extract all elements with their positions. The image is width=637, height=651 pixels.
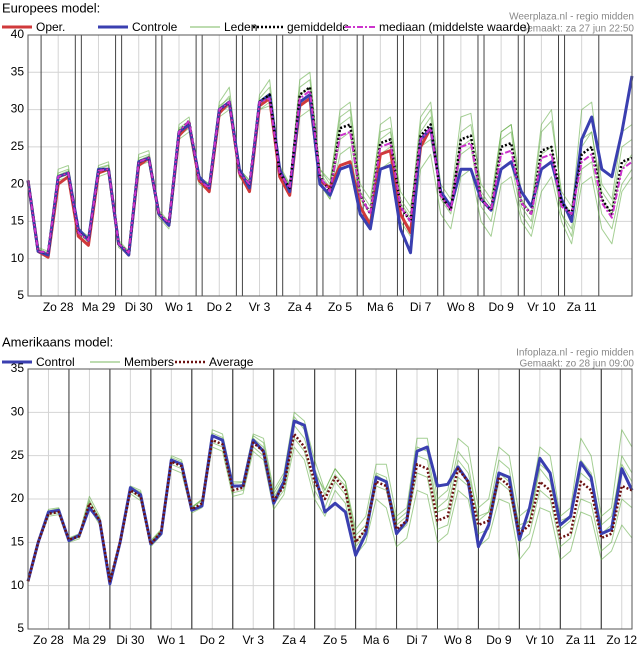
x-tick-label: Za 11	[567, 300, 597, 314]
x-tick-label: Ma 29	[82, 300, 116, 314]
legend-label: Members	[124, 355, 174, 369]
y-tick-label: 30	[11, 405, 25, 419]
y-tick-label: 35	[11, 64, 25, 78]
x-tick-label: Za 4	[282, 633, 306, 647]
x-tick-label: Wo 1	[165, 300, 193, 314]
y-tick-label: 20	[11, 176, 25, 190]
made-note: Gemaakt: zo 28 jun 09:00	[519, 359, 634, 370]
chart-title: Europees model:	[2, 0, 100, 15]
legend-label: Oper.	[36, 20, 65, 34]
plot-border	[27, 368, 633, 630]
x-tick-label: Do 9	[488, 300, 514, 314]
legend-label: mediaan (middelste waarde)	[379, 20, 530, 34]
x-tick-label: Di 30	[116, 633, 144, 647]
legend-label: Average	[209, 355, 254, 369]
x-tick-label: Wo 8	[444, 633, 472, 647]
x-tick-label: Vr 3	[249, 300, 271, 314]
x-tick-label: Zo 12	[606, 633, 637, 647]
y-tick-label: 15	[11, 535, 25, 549]
y-tick-label: 15	[11, 214, 25, 228]
y-tick-label: 40	[11, 27, 25, 41]
x-tick-label: Do 9	[486, 633, 512, 647]
x-tick-label: Zo 28	[43, 300, 74, 314]
x-tick-label: Zo 5	[323, 633, 347, 647]
series-line	[26, 432, 633, 583]
x-tick-label: Za 4	[288, 300, 312, 314]
x-tick-label: Wo 1	[157, 633, 185, 647]
y-tick-label: 30	[11, 102, 25, 116]
x-tick-label: Ma 6	[367, 300, 394, 314]
y-tick-label: 25	[11, 139, 25, 153]
x-tick-label: Do 2	[200, 633, 226, 647]
y-tick-label: 20	[11, 491, 25, 505]
legend-label: gemiddelde	[287, 20, 349, 34]
x-tick-label: Ma 29	[73, 633, 107, 647]
y-tick-label: 10	[11, 578, 25, 592]
x-tick-label: Zo 5	[328, 300, 352, 314]
x-tick-label: Vr 3	[242, 633, 264, 647]
source-note: Infoplaza.nl - regio midden	[516, 348, 634, 359]
legend-label: Leden	[224, 20, 257, 34]
x-tick-label: Do 2	[207, 300, 233, 314]
plot-border	[27, 34, 633, 297]
legend-label: Control	[36, 355, 75, 369]
series-line	[27, 89, 633, 254]
x-tick-label: Di 7	[406, 633, 428, 647]
x-tick-label: Di 7	[410, 300, 432, 314]
source-note: Weerplaza.nl - regio midden	[509, 12, 634, 23]
y-tick-label: 5	[17, 621, 24, 635]
y-tick-label: 5	[17, 288, 24, 302]
chart-title: Amerikaans model:	[2, 334, 113, 349]
y-tick-label: 25	[11, 448, 25, 462]
x-tick-label: Zo 28	[33, 633, 64, 647]
x-tick-label: Ma 6	[363, 633, 390, 647]
x-tick-label: Wo 8	[447, 300, 475, 314]
y-tick-label: 35	[11, 361, 25, 375]
legend-label: Controle	[132, 20, 178, 34]
x-tick-label: Vr 10	[527, 300, 556, 314]
made-note: Gemaakt: za 27 jun 22:50	[519, 24, 634, 35]
x-tick-label: Za 11	[566, 633, 596, 647]
x-tick-label: Di 30	[125, 300, 153, 314]
x-tick-label: Vr 10	[526, 633, 555, 647]
y-tick-label: 10	[11, 251, 25, 265]
